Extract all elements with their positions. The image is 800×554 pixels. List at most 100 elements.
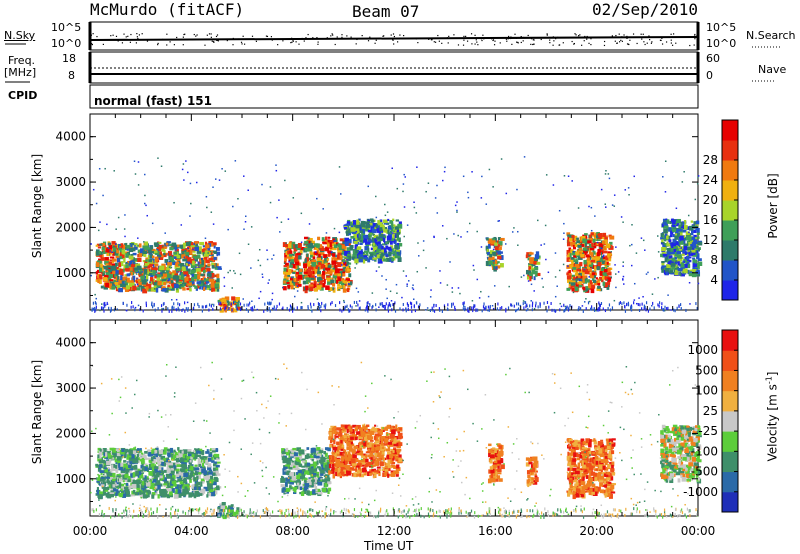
power-echo-cell	[590, 274, 595, 279]
velocity-echo-cell	[158, 449, 163, 455]
power-echo-cell	[585, 286, 590, 290]
power-echo-cell	[693, 221, 697, 225]
power-scatter-cell	[595, 309, 597, 312]
velocity-echo-cell	[147, 467, 150, 473]
power-echo-cell	[692, 266, 696, 270]
power-scatter-cell	[300, 241, 303, 244]
power-echo-cell	[584, 266, 589, 271]
power-echo-cell	[291, 253, 295, 257]
power-scatter-cell	[588, 276, 591, 278]
power-scatter-cell	[333, 227, 336, 230]
power-scatter-cell	[631, 243, 633, 246]
power-echo-cell	[488, 260, 494, 265]
power-scatter-cell	[395, 283, 398, 286]
power-scatter-cell	[133, 160, 136, 163]
velocity-echo-cell	[116, 456, 122, 461]
power-scatter-cell	[605, 206, 607, 208]
power-echo-cell	[348, 232, 351, 236]
velocity-echo-cell	[197, 460, 202, 466]
power-echo-cell	[176, 261, 180, 266]
power-scatter-cell	[144, 202, 146, 205]
power-scatter-cell	[547, 271, 550, 274]
nsky-dot	[462, 44, 465, 46]
power-clutter-cell	[367, 308, 369, 312]
power-echo-cell	[670, 262, 676, 267]
power-echo-cell	[597, 285, 601, 289]
power-echo-cell	[329, 242, 332, 247]
power-echo-cell	[112, 245, 117, 249]
nsky-dot	[369, 37, 371, 39]
power-clutter-cell	[192, 306, 195, 310]
nsky-dot	[141, 33, 143, 35]
nsky-dot	[689, 44, 691, 47]
nsky-dot	[574, 33, 576, 35]
power-scatter-cell	[697, 240, 700, 243]
power-echo-cell	[490, 256, 495, 260]
power-clutter-cell	[369, 303, 371, 307]
power-echo-cell	[196, 281, 201, 285]
power-echo-cell	[596, 242, 600, 246]
power-echo-cell	[131, 282, 135, 287]
velocity-echo-cell	[151, 492, 156, 496]
power-scatter-cell	[153, 288, 156, 290]
nsky-dot	[480, 38, 483, 40]
power-scatter-cell	[446, 284, 449, 286]
power-echo-cell	[120, 270, 123, 275]
power-echo-cell	[358, 234, 361, 238]
power-echo-cell	[678, 234, 682, 238]
power-echo-cell	[687, 249, 691, 253]
power-clutter-cell	[323, 304, 325, 308]
power-clutter-cell	[599, 303, 601, 307]
power-scatter-cell	[293, 287, 295, 290]
power-echo-cell	[357, 237, 361, 241]
velocity-echo-cell	[137, 468, 140, 471]
power-scatter-cell	[480, 246, 483, 248]
velocity-echo-cell	[194, 454, 198, 460]
power-clutter-cell	[499, 306, 501, 310]
power-echo-cell	[315, 266, 318, 270]
power-scatter-cell	[633, 282, 636, 285]
power-echo-cell	[380, 231, 384, 234]
power-echo-cell	[143, 252, 147, 257]
velocity-echo-cell	[213, 457, 219, 460]
nsky-dot	[505, 38, 508, 40]
power-clutter-cell	[385, 302, 387, 306]
freq-tick-top: 18	[62, 52, 76, 65]
power-scatter-cell	[281, 307, 284, 310]
velocity-echo-cell	[165, 473, 170, 478]
power-echo-cell	[676, 220, 681, 224]
power-echo-cell	[322, 265, 328, 270]
nsky-dot	[457, 44, 460, 46]
power-echo-cell	[609, 255, 612, 259]
power-scatter-cell	[406, 283, 408, 285]
power-echo-cell	[167, 284, 170, 288]
power-echo-cell	[666, 243, 671, 247]
power-echo-cell	[382, 243, 385, 246]
power-scatter-cell	[523, 274, 525, 277]
power-echo-cell	[577, 276, 582, 281]
power-echo-cell	[174, 273, 179, 277]
nsky-dot	[527, 34, 529, 37]
power-echo-cell	[364, 225, 368, 228]
power-scatter-cell	[657, 251, 660, 253]
power-echo-cell	[591, 276, 595, 281]
power-echo-cell	[531, 264, 536, 267]
velocity-echo-cell	[212, 463, 217, 467]
nsky-dot	[369, 36, 371, 38]
power-echo-cell	[675, 260, 679, 264]
power-echo-cell	[192, 266, 197, 270]
velocity-echo-cell	[194, 458, 197, 461]
power-echo-cell	[583, 263, 587, 268]
power-echo-cell	[338, 271, 344, 277]
power-scatter-cell	[687, 214, 690, 217]
nsky-dot	[520, 36, 522, 38]
power-echo-cell	[133, 270, 137, 274]
power-echo-cell	[156, 274, 162, 278]
nsky-dot	[166, 33, 168, 35]
velocity-echo-cell	[105, 452, 108, 457]
power-echo-cell	[96, 243, 101, 247]
power-echo-cell	[661, 265, 667, 269]
power-echo-cell	[392, 218, 395, 222]
power-clutter-cell	[318, 304, 320, 308]
power-echo-cell	[599, 271, 603, 276]
